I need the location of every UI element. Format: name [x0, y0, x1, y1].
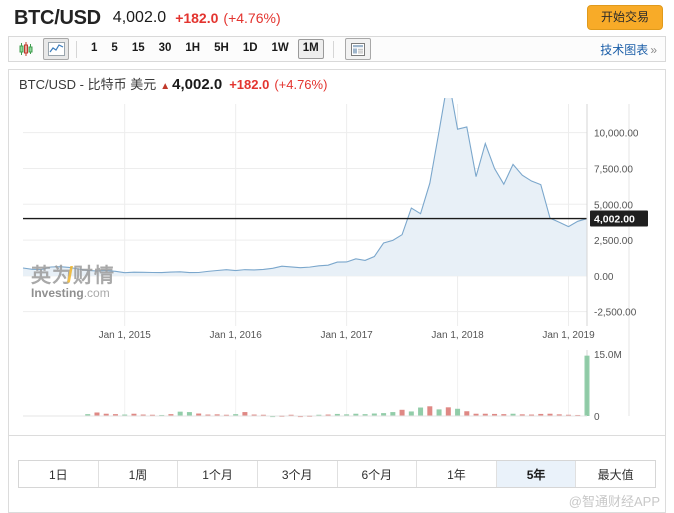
- svg-text:Jan 1, 2017: Jan 1, 2017: [320, 330, 373, 341]
- header-change: +182.0: [175, 10, 219, 26]
- candlestick-chart-icon[interactable]: [13, 38, 39, 60]
- technical-chart-label: 技术图表: [600, 42, 649, 57]
- timeframe-30[interactable]: 30: [158, 42, 172, 55]
- range-tab-max[interactable]: 最大值: [576, 461, 655, 487]
- svg-text:7,500.00: 7,500.00: [594, 164, 633, 175]
- chart-plot-area[interactable]: 10,000.00 7,500.00 5,000.00 2,500.00 0.00 -2,…: [9, 98, 665, 435]
- technical-chart-link[interactable]: 技术图表»: [600, 41, 657, 58]
- chart-panel: BTC/USD - 比特币 美元 ▲ 4,002.0 +182.0 (+4.76%) 1…: [8, 69, 666, 435]
- page-title: BTC/USD: [14, 6, 101, 29]
- svg-text:Jan 1, 2019: Jan 1, 2019: [542, 330, 595, 341]
- corner-watermark: @智通财经APP: [568, 494, 660, 509]
- svg-text:5,000.00: 5,000.00: [594, 200, 633, 211]
- svg-text:2,500.00: 2,500.00: [594, 236, 633, 247]
- svg-text:-2,500.00: -2,500.00: [594, 308, 637, 319]
- timeframe-15[interactable]: 15: [131, 42, 145, 55]
- svg-text:10,000.00: 10,000.00: [594, 129, 639, 140]
- chevron-right-icon: »: [650, 42, 657, 57]
- range-tab-1w[interactable]: 1周: [98, 461, 179, 487]
- line-chart-icon[interactable]: [43, 38, 69, 60]
- range-tab-1y[interactable]: 1年: [417, 461, 497, 487]
- toolbar-divider-1: [76, 40, 77, 58]
- svg-text:Jan 1, 2015: Jan 1, 2015: [99, 330, 152, 341]
- chart-subtitle-change: +182.0: [229, 77, 270, 92]
- range-tabs: 1日 1周 1个月 3个月 6个月 1年 5年 最大值: [18, 460, 656, 488]
- toolbar-divider-2: [332, 40, 334, 58]
- up-arrow-icon: ▲: [160, 81, 171, 92]
- svg-text:Jan 1, 2018: Jan 1, 2018: [431, 330, 484, 341]
- page-header: BTC/USD 4,002.0 +182.0 (+4.76%) 开始交易: [0, 0, 674, 36]
- svg-text:15.0M: 15.0M: [594, 350, 622, 361]
- chart-subtitle-name: BTC/USD - 比特币 美元: [19, 77, 157, 92]
- svg-text:0.00: 0.00: [594, 272, 614, 283]
- range-tab-3mo[interactable]: 3个月: [257, 461, 338, 487]
- range-tab-1d[interactable]: 1日: [19, 461, 99, 487]
- timeframe-1[interactable]: 1: [91, 42, 98, 55]
- start-trading-button[interactable]: 开始交易: [586, 5, 663, 30]
- header-last-price: 4,002.0: [112, 9, 167, 26]
- range-tab-6mo[interactable]: 6个月: [337, 461, 418, 487]
- chart-toolbar: 1 5 15 30 1H 5H 1D 1W 1M 技术图表»: [8, 36, 666, 62]
- svg-text:0: 0: [594, 412, 600, 423]
- timeframe-5h[interactable]: 5H: [214, 42, 229, 55]
- timeframe-1w[interactable]: 1W: [271, 42, 289, 55]
- chart-subtitle-price: 4,002.0: [172, 76, 223, 93]
- range-selector-bar: 1日 1周 1个月 3个月 6个月 1年 5年 最大值 @智通财经APP: [8, 435, 666, 513]
- timeframe-1m[interactable]: 1M: [297, 39, 324, 59]
- chart-subtitle-change-percent: (+4.76%): [274, 77, 328, 92]
- timeframe-5[interactable]: 5: [111, 42, 118, 55]
- svg-text:4,002.00: 4,002.00: [594, 214, 635, 226]
- range-tab-1mo[interactable]: 1个月: [178, 461, 258, 487]
- svg-text:Jan 1, 2016: Jan 1, 2016: [210, 330, 263, 341]
- timeframe-1h[interactable]: 1H: [185, 42, 201, 55]
- price-volume-chart[interactable]: 10,000.00 7,500.00 5,000.00 2,500.00 0.00 -2,…: [9, 98, 665, 435]
- chart-subtitle: BTC/USD - 比特币 美元 ▲ 4,002.0 +182.0 (+4.76%): [9, 70, 665, 98]
- range-tab-5y[interactable]: 5年: [496, 461, 577, 487]
- header-change-percent: (+4.76%): [223, 10, 281, 26]
- timeframe-1d[interactable]: 1D: [242, 42, 258, 55]
- news-panel-icon[interactable]: [344, 38, 371, 60]
